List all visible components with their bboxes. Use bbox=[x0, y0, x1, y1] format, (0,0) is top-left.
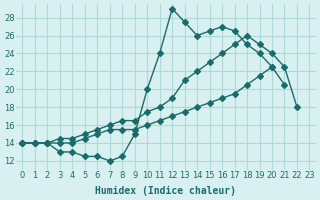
X-axis label: Humidex (Indice chaleur): Humidex (Indice chaleur) bbox=[95, 186, 236, 196]
